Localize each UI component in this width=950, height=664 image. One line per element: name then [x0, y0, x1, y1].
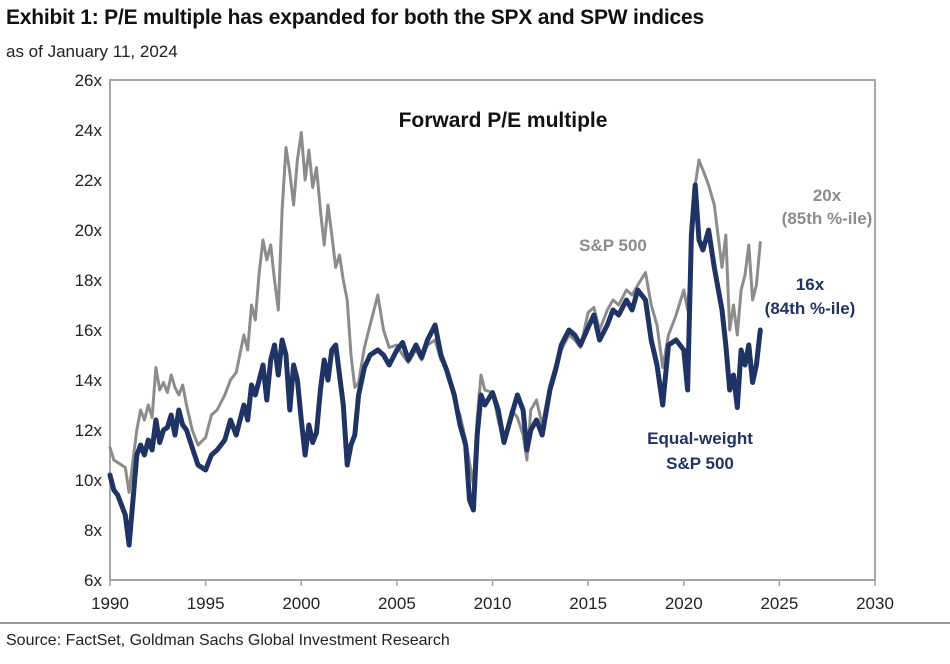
y-tick-label: 24x [75, 121, 103, 140]
x-tick-label: 2000 [282, 594, 320, 613]
footer-divider [0, 622, 950, 624]
label-sp500-percentile: (85th %-ile) [782, 209, 873, 228]
plot-title: Forward P/E multiple [399, 109, 608, 132]
y-tick-label: 22x [75, 171, 103, 190]
exhibit-subtitle: as of January 11, 2024 [6, 42, 178, 61]
y-tick-label: 26x [75, 71, 103, 90]
x-tick-label: 2015 [569, 594, 607, 613]
x-tick-label: 2020 [665, 594, 703, 613]
y-tick-label: 10x [75, 471, 103, 490]
x-axis: 1990 1995 2000 2005 2010 2015 2020 2025 2030 [91, 580, 894, 613]
y-axis: 6x 8x 10x 12x 14x 16x 18x 20x 22x 24x 26x [75, 71, 103, 590]
series-line-equal-weight-sp500 [107, 182, 763, 548]
x-tick-label: 2005 [378, 594, 416, 613]
label-sp500: S&P 500 [579, 236, 647, 255]
label-equal-weight-percentile: (84th %-ile) [765, 299, 856, 318]
label-sp500-current-value: 20x [813, 186, 842, 205]
x-tick-label: 2025 [760, 594, 798, 613]
annotations: S&P 500 20x (85th %-ile) 16x (84th %-ile) Equ… [579, 186, 872, 473]
y-tick-label: 16x [75, 321, 103, 340]
label-equal-weight-line2: S&P 500 [666, 454, 734, 473]
x-tick-label: 1990 [91, 594, 129, 613]
label-equal-weight-current-value: 16x [796, 275, 825, 294]
source-note: Source: FactSet, Goldman Sachs Global In… [6, 632, 450, 649]
pe-line-chart: 6x 8x 10x 12x 14x 16x 18x 20x 22x 24x 26x 1990 1995… [75, 71, 894, 613]
y-tick-label: 8x [84, 521, 102, 540]
series-lines [107, 131, 763, 548]
y-tick-label: 20x [75, 221, 103, 240]
y-tick-label: 14x [75, 371, 103, 390]
x-tick-label: 1995 [187, 594, 225, 613]
label-equal-weight-line1: Equal-weight [647, 429, 753, 448]
y-tick-label: 18x [75, 271, 103, 290]
x-tick-label: 2030 [856, 594, 894, 613]
y-tick-label: 6x [84, 571, 102, 590]
exhibit-title: Exhibit 1: P/E multiple has expanded for… [6, 6, 704, 29]
y-tick-label: 12x [75, 421, 103, 440]
x-tick-label: 2010 [474, 594, 512, 613]
